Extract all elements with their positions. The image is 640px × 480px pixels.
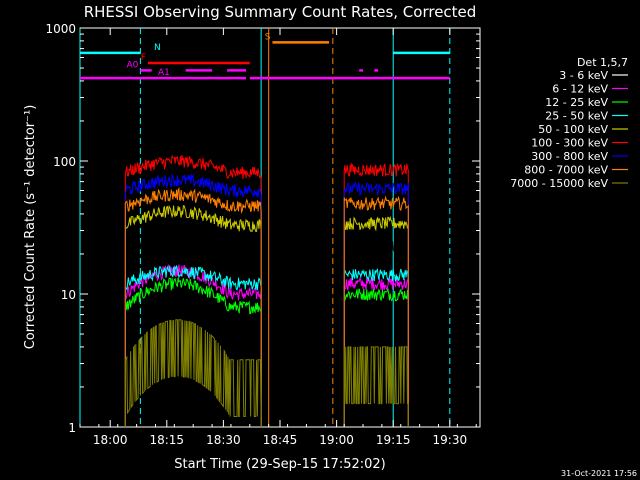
legend-label-6: 300 - 800 keV bbox=[531, 150, 608, 163]
series-line-6-segment-0 bbox=[124, 173, 262, 427]
series-line-6-segment-1 bbox=[343, 180, 409, 427]
flag-label-F: F bbox=[141, 53, 146, 63]
legend-label-3: 25 - 50 keV bbox=[545, 110, 608, 123]
legend-label-8: 7000 - 15000 keV bbox=[510, 177, 608, 190]
legend-label-7: 800 - 7000 keV bbox=[524, 164, 608, 177]
x-tick-label-0: 18:00 bbox=[93, 433, 128, 447]
series-line-8-segment-0 bbox=[124, 319, 262, 427]
x-axis-label: Start Time (29-Sep-15 17:52:02) bbox=[174, 457, 385, 472]
x-tick-label-1: 18:15 bbox=[149, 433, 184, 447]
flag-label-N: N bbox=[154, 43, 161, 53]
legend-label-1: 6 - 12 keV bbox=[552, 83, 608, 96]
flag-label-A0: A0 bbox=[126, 60, 138, 70]
series-line-2-segment-1 bbox=[343, 287, 409, 427]
series-line-4-segment-0 bbox=[124, 205, 262, 427]
legend-label-4: 50 - 100 keV bbox=[538, 123, 608, 136]
series-line-5-segment-0 bbox=[124, 154, 262, 427]
flag-label-S: S bbox=[265, 32, 271, 42]
series-line-8-segment-1 bbox=[343, 346, 409, 427]
series-line-3-segment-1 bbox=[343, 268, 409, 427]
series-lines bbox=[124, 154, 409, 427]
series-line-5-segment-1 bbox=[343, 162, 409, 427]
x-tick-label-3: 18:45 bbox=[263, 433, 298, 447]
legend-title: Det 1,5,7 bbox=[577, 56, 628, 69]
x-axis-ticks: 18:00 18:15 18:30 18:45 19:00 19:15 19:30 bbox=[79, 28, 477, 447]
series-line-7-segment-0 bbox=[124, 186, 262, 427]
y-tick-label-2: 100 bbox=[53, 155, 76, 169]
legend-label-2: 12 - 25 keV bbox=[545, 96, 608, 109]
x-tick-label-2: 18:30 bbox=[206, 433, 241, 447]
series-line-0-segment-0 bbox=[124, 233, 262, 427]
flag-label-A1: A1 bbox=[158, 68, 170, 78]
series-line-3-segment-0 bbox=[124, 265, 262, 427]
y-axis-label: Corrected Count Rate (s⁻¹ detector⁻¹) bbox=[23, 105, 38, 350]
x-tick-label-6: 19:30 bbox=[433, 433, 468, 447]
legend-label-0: 3 - 6 keV bbox=[559, 69, 608, 82]
series-line-1-segment-1 bbox=[343, 276, 409, 427]
date-stamp: 31-Oct-2021 17:56 bbox=[561, 469, 637, 478]
series-line-2-segment-0 bbox=[124, 277, 262, 427]
series-line-4-segment-1 bbox=[343, 215, 409, 427]
chart-title: RHESSI Observing Summary Count Rates, Co… bbox=[84, 3, 477, 21]
y-tick-label-1: 10 bbox=[61, 288, 76, 302]
x-tick-label-5: 19:15 bbox=[376, 433, 411, 447]
x-tick-label-4: 19:00 bbox=[319, 433, 354, 447]
y-axis-ticks: 1 10 100 1000 bbox=[45, 22, 480, 435]
y-tick-label-0: 1 bbox=[68, 421, 76, 435]
flag-bars: N S FA0 A1 bbox=[80, 32, 450, 80]
series-line-7-segment-1 bbox=[343, 195, 409, 427]
y-tick-label-3: 1000 bbox=[45, 22, 76, 36]
series-line-0-segment-1 bbox=[343, 238, 409, 427]
legend-label-5: 100 - 300 keV bbox=[531, 137, 608, 150]
